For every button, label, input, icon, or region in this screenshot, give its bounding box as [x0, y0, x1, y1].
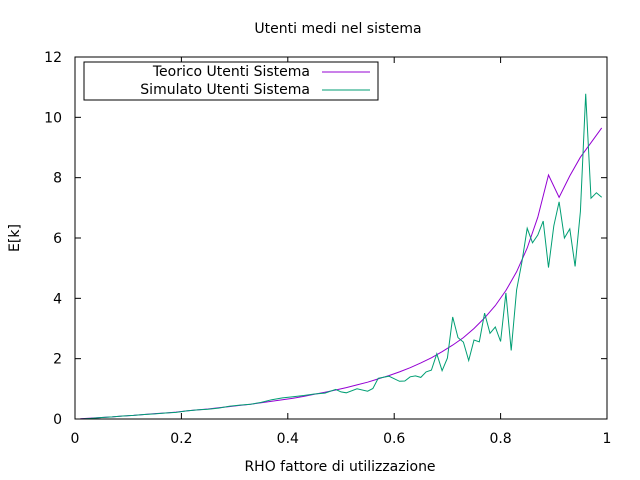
- legend-label-simulato: Simulato Utenti Sistema: [140, 82, 310, 98]
- series-lines: [80, 93, 603, 420]
- y-tick-label: 10: [44, 110, 62, 126]
- y-axis-title: E[k]: [7, 224, 23, 252]
- x-axis-title: RHO fattore di utilizzazione: [244, 459, 435, 475]
- x-tick-label: 0: [71, 431, 80, 447]
- x-tick-label: 0.2: [170, 431, 192, 447]
- y-tick-label: 8: [53, 171, 62, 187]
- legend-box: [83, 61, 379, 101]
- chart-title: Utenti medi nel sistema: [254, 21, 421, 37]
- y-tick-label: 2: [53, 352, 62, 368]
- y-tick-label: 6: [53, 231, 62, 247]
- y-ticks: 0 2 4 6 8 10 12: [44, 50, 607, 428]
- y-tick-label: 4: [53, 291, 62, 307]
- x-tick-label: 1: [603, 431, 612, 447]
- y-tick-label: 12: [44, 50, 62, 66]
- x-tick-label: 0.4: [277, 431, 299, 447]
- series-line-teorico: [80, 127, 603, 420]
- y-tick-label: 0: [53, 412, 62, 428]
- x-ticks: 0 0.2 0.4 0.6 0.8 1: [71, 57, 612, 447]
- x-tick-label: 0.6: [383, 431, 405, 447]
- plot-frame: [74, 56, 608, 420]
- legend: Teorico Utenti Sistema Simulato Utenti S…: [83, 61, 379, 101]
- x-tick-label: 0.8: [489, 431, 511, 447]
- legend-label-teorico: Teorico Utenti Sistema: [152, 64, 310, 80]
- series-line-simulato: [80, 93, 603, 420]
